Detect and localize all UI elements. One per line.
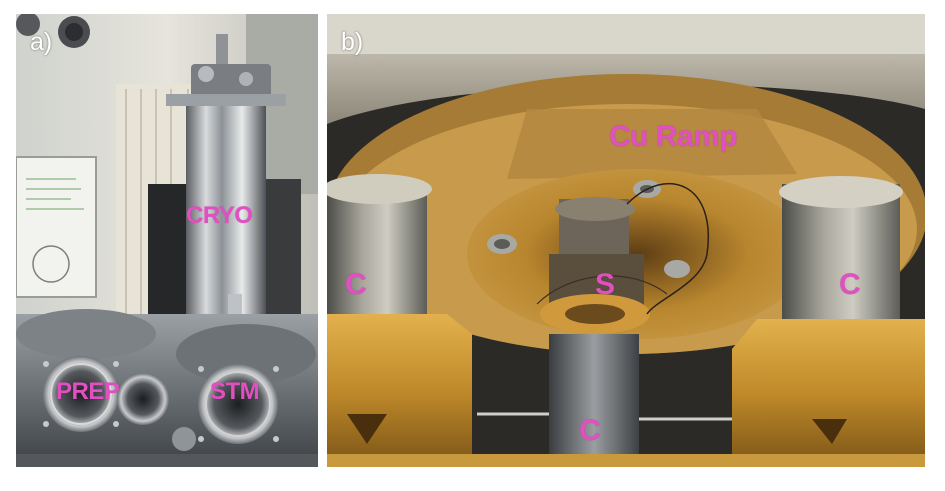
label-c-left: C	[345, 268, 367, 301]
cu-ramp-assembly-illustration	[327, 14, 925, 467]
panel-a-letter: a)	[30, 28, 53, 56]
panel-b-letter: b)	[341, 28, 364, 56]
label-cryo: CRYO	[186, 202, 253, 229]
label-c-bottom: C	[579, 414, 601, 447]
label-stm: STM	[210, 378, 260, 405]
label-s: S	[595, 268, 615, 301]
panel-a-photo: a) CRYO PREP STM	[16, 14, 318, 467]
label-c-right: C	[839, 268, 861, 301]
label-prep: PREP	[56, 378, 120, 405]
lab-scene-illustration	[16, 14, 318, 467]
panel-b-photo: b) Cu Ramp C C S C	[327, 14, 925, 467]
label-cu-ramp: Cu Ramp	[609, 120, 738, 153]
